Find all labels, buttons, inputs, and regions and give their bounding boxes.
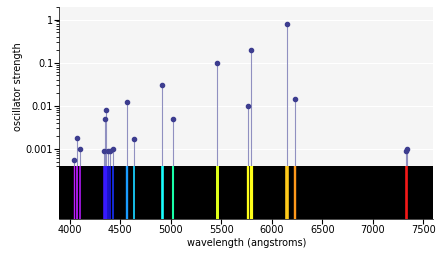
- X-axis label: wavelength (angstroms): wavelength (angstroms): [187, 238, 306, 248]
- Y-axis label: oscillator strength: oscillator strength: [13, 42, 23, 130]
